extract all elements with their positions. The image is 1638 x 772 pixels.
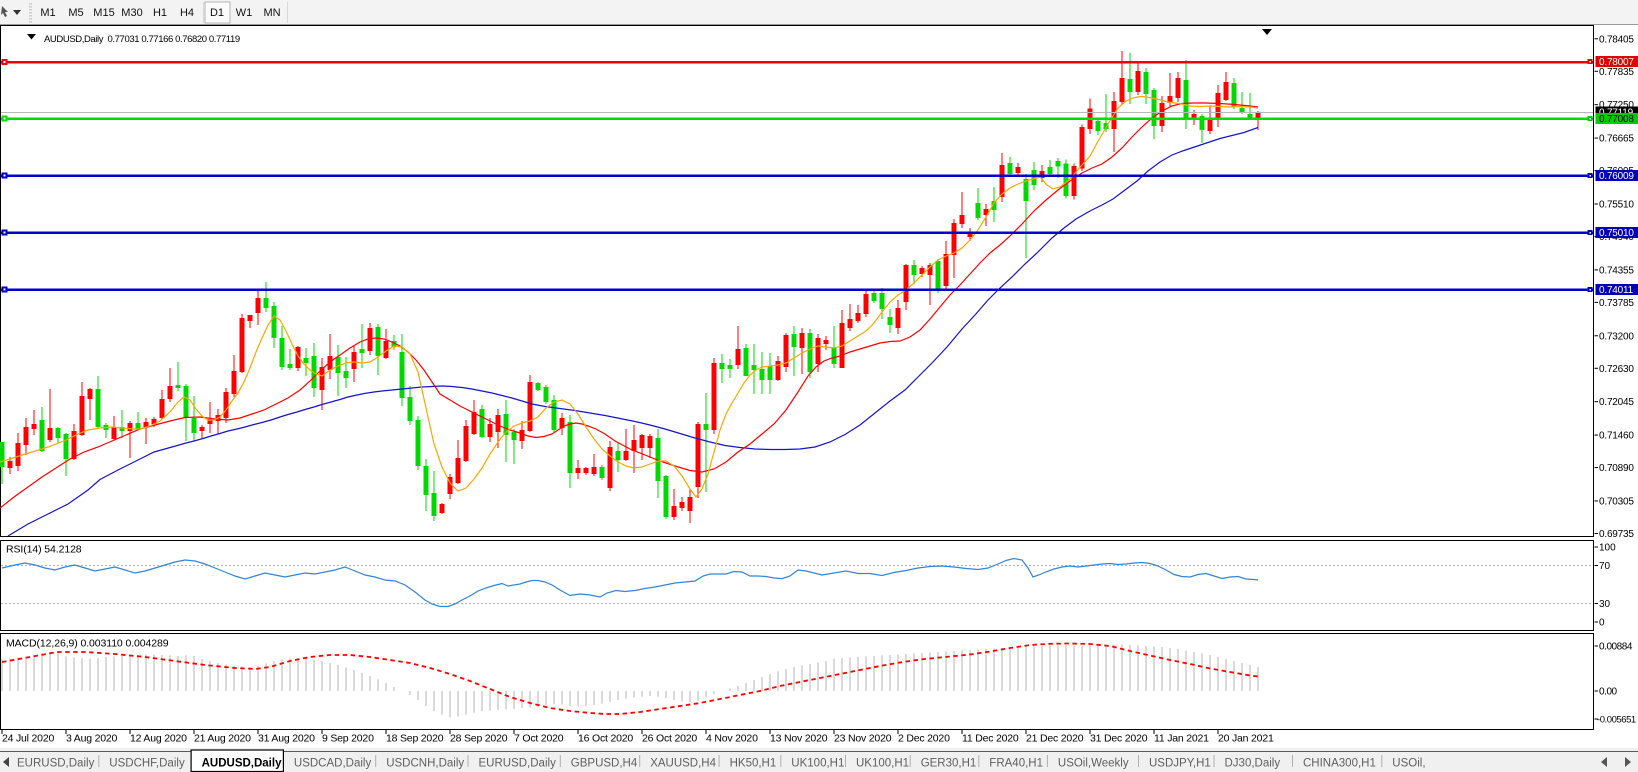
svg-text:0.74355: 0.74355 bbox=[1599, 265, 1634, 276]
svg-text:0.78007: 0.78007 bbox=[1599, 57, 1634, 68]
svg-text:MACD(12,26,9) 0.003110 0.00428: MACD(12,26,9) 0.003110 0.004289 bbox=[6, 638, 169, 650]
svg-text:0.73200: 0.73200 bbox=[1599, 331, 1634, 342]
svg-text:0.71460: 0.71460 bbox=[1599, 431, 1634, 442]
svg-text:0.69735: 0.69735 bbox=[1599, 529, 1634, 540]
svg-text:AUDUSD,Daily: AUDUSD,Daily bbox=[202, 758, 282, 770]
svg-text:CHINA300,H1: CHINA300,H1 bbox=[1303, 758, 1376, 770]
svg-text:XAUUSD,H4: XAUUSD,H4 bbox=[650, 758, 716, 770]
svg-text:12 Aug 2020: 12 Aug 2020 bbox=[130, 733, 187, 745]
svg-text:M15: M15 bbox=[93, 7, 114, 19]
svg-text:USOil,: USOil, bbox=[1392, 758, 1425, 770]
svg-text:0.76665: 0.76665 bbox=[1599, 134, 1634, 145]
svg-text:28 Sep 2020: 28 Sep 2020 bbox=[450, 733, 508, 745]
svg-text:0.70890: 0.70890 bbox=[1599, 463, 1634, 474]
svg-text:M5: M5 bbox=[68, 7, 83, 19]
svg-text:EURUSD,Daily: EURUSD,Daily bbox=[17, 758, 95, 770]
svg-text:-0.005651: -0.005651 bbox=[1597, 715, 1636, 726]
svg-text:GER30,H1: GER30,H1 bbox=[921, 758, 977, 770]
svg-text:13 Nov 2020: 13 Nov 2020 bbox=[770, 733, 828, 745]
svg-text:31 Aug 2020: 31 Aug 2020 bbox=[258, 733, 315, 745]
svg-text:USOil,Weekly: USOil,Weekly bbox=[1058, 758, 1129, 770]
svg-text:USDCHF,Daily: USDCHF,Daily bbox=[109, 758, 185, 770]
svg-text:3 Aug 2020: 3 Aug 2020 bbox=[66, 733, 117, 745]
svg-text:20 Jan 2021: 20 Jan 2021 bbox=[1218, 733, 1274, 745]
svg-text:GBPUSD,H4: GBPUSD,H4 bbox=[571, 758, 638, 770]
svg-text:AUDUSD,Daily 0.77031 0.77166: AUDUSD,Daily 0.77031 0.77166 0.76820 0.7… bbox=[44, 34, 240, 45]
svg-text:0.75510: 0.75510 bbox=[1599, 199, 1634, 210]
svg-text:7 Oct 2020: 7 Oct 2020 bbox=[514, 733, 564, 745]
svg-text:0.77008: 0.77008 bbox=[1599, 114, 1634, 125]
svg-text:0: 0 bbox=[1599, 618, 1605, 629]
svg-text:M1: M1 bbox=[40, 7, 55, 19]
svg-text:0.00: 0.00 bbox=[1599, 687, 1618, 698]
svg-text:H4: H4 bbox=[180, 7, 194, 19]
svg-text:21 Dec 2020: 21 Dec 2020 bbox=[1026, 733, 1084, 745]
svg-text:M30: M30 bbox=[121, 7, 142, 19]
svg-text:USDCAD,Daily: USDCAD,Daily bbox=[294, 758, 372, 770]
svg-text:31 Dec 2020: 31 Dec 2020 bbox=[1090, 733, 1148, 745]
svg-text:USDJPY,H1: USDJPY,H1 bbox=[1149, 758, 1211, 770]
svg-text:0.73785: 0.73785 bbox=[1599, 298, 1634, 309]
svg-text:30: 30 bbox=[1599, 599, 1611, 610]
svg-text:0.00884: 0.00884 bbox=[1599, 642, 1633, 653]
svg-text:HK50,H1: HK50,H1 bbox=[730, 758, 777, 770]
svg-text:0.76009: 0.76009 bbox=[1599, 171, 1634, 182]
svg-text:9 Sep 2020: 9 Sep 2020 bbox=[322, 733, 374, 745]
svg-text:W1: W1 bbox=[236, 7, 253, 19]
svg-text:RSI(14) 54.2128: RSI(14) 54.2128 bbox=[6, 544, 82, 556]
svg-text:4 Nov 2020: 4 Nov 2020 bbox=[706, 733, 758, 745]
svg-text:UK100,H1: UK100,H1 bbox=[856, 758, 909, 770]
svg-text:16 Oct 2020: 16 Oct 2020 bbox=[578, 733, 633, 745]
svg-text:23 Nov 2020: 23 Nov 2020 bbox=[834, 733, 892, 745]
svg-text:0.75010: 0.75010 bbox=[1599, 228, 1634, 239]
svg-text:100: 100 bbox=[1599, 543, 1616, 554]
svg-text:0.78405: 0.78405 bbox=[1599, 34, 1634, 45]
svg-text:11 Dec 2020: 11 Dec 2020 bbox=[962, 733, 1019, 745]
svg-text:11 Jan 2021: 11 Jan 2021 bbox=[1154, 733, 1209, 745]
svg-text:21 Aug 2020: 21 Aug 2020 bbox=[194, 733, 251, 745]
svg-text:0.77835: 0.77835 bbox=[1599, 67, 1634, 78]
svg-text:FRA40,H1: FRA40,H1 bbox=[989, 758, 1043, 770]
svg-text:24 Jul 2020: 24 Jul 2020 bbox=[2, 733, 54, 745]
svg-text:70: 70 bbox=[1599, 561, 1611, 572]
svg-text:0.74011: 0.74011 bbox=[1599, 285, 1634, 296]
svg-text:0.70305: 0.70305 bbox=[1599, 496, 1634, 507]
svg-text:0.77250: 0.77250 bbox=[1599, 100, 1634, 111]
svg-text:18 Sep 2020: 18 Sep 2020 bbox=[386, 733, 444, 745]
svg-text:UK100,H1: UK100,H1 bbox=[791, 758, 844, 770]
svg-text:D1: D1 bbox=[210, 7, 224, 19]
svg-text:USDCNH,Daily: USDCNH,Daily bbox=[386, 758, 464, 770]
svg-text:0.72630: 0.72630 bbox=[1599, 364, 1634, 375]
svg-text:H1: H1 bbox=[153, 7, 167, 19]
svg-text:DJ30,Daily: DJ30,Daily bbox=[1225, 758, 1281, 770]
svg-text:26 Oct 2020: 26 Oct 2020 bbox=[642, 733, 697, 745]
svg-text:0.72045: 0.72045 bbox=[1599, 397, 1634, 408]
svg-text:MN: MN bbox=[263, 7, 280, 19]
svg-text:2 Dec 2020: 2 Dec 2020 bbox=[898, 733, 950, 745]
svg-text:EURUSD,Daily: EURUSD,Daily bbox=[479, 758, 557, 770]
